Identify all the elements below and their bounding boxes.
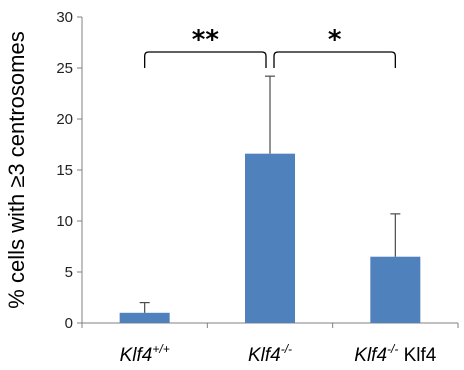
significance-bracket	[273, 51, 396, 68]
y-tick-label: 20	[56, 111, 73, 128]
category-labels: Klf4+/+ Klf4-/- Klf4-/- Klf4	[120, 342, 437, 366]
y-tick-label: 25	[56, 60, 73, 77]
category-suffix: Klf4	[398, 345, 436, 366]
x-tick-label: Klf4+/+	[120, 342, 170, 366]
y-tick-label: 5	[65, 264, 73, 281]
y-tick-label: 15	[56, 162, 73, 179]
category-genotype: -/-	[281, 342, 292, 356]
y-tick-label: 0	[65, 315, 73, 332]
bar	[370, 256, 421, 323]
bar	[245, 153, 295, 323]
category-genotype: -/-	[387, 342, 398, 356]
category-gene-name: Klf4	[120, 345, 153, 366]
error-bars	[139, 75, 401, 313]
category-gene-name: Klf4	[248, 345, 281, 366]
y-tick-label: 30	[56, 9, 73, 26]
significance-bracket	[144, 51, 267, 68]
bars	[119, 153, 421, 323]
significance-brackets: ** *	[144, 25, 396, 68]
y-tick-label: 10	[56, 213, 73, 230]
category-gene-name: Klf4	[354, 345, 387, 366]
bar	[119, 312, 170, 323]
category-genotype: +/+	[152, 342, 169, 356]
significance-label: *	[328, 25, 342, 55]
significance-label: **	[192, 25, 220, 55]
y-axis: 0 5 10 15 20 25 30	[56, 9, 83, 332]
x-tick-label: Klf4-/-	[248, 342, 292, 366]
x-tick-label: Klf4-/- Klf4	[354, 342, 437, 366]
x-axis	[81, 322, 459, 328]
y-axis-title: % cells with ≥3 centrosomes	[4, 31, 29, 308]
